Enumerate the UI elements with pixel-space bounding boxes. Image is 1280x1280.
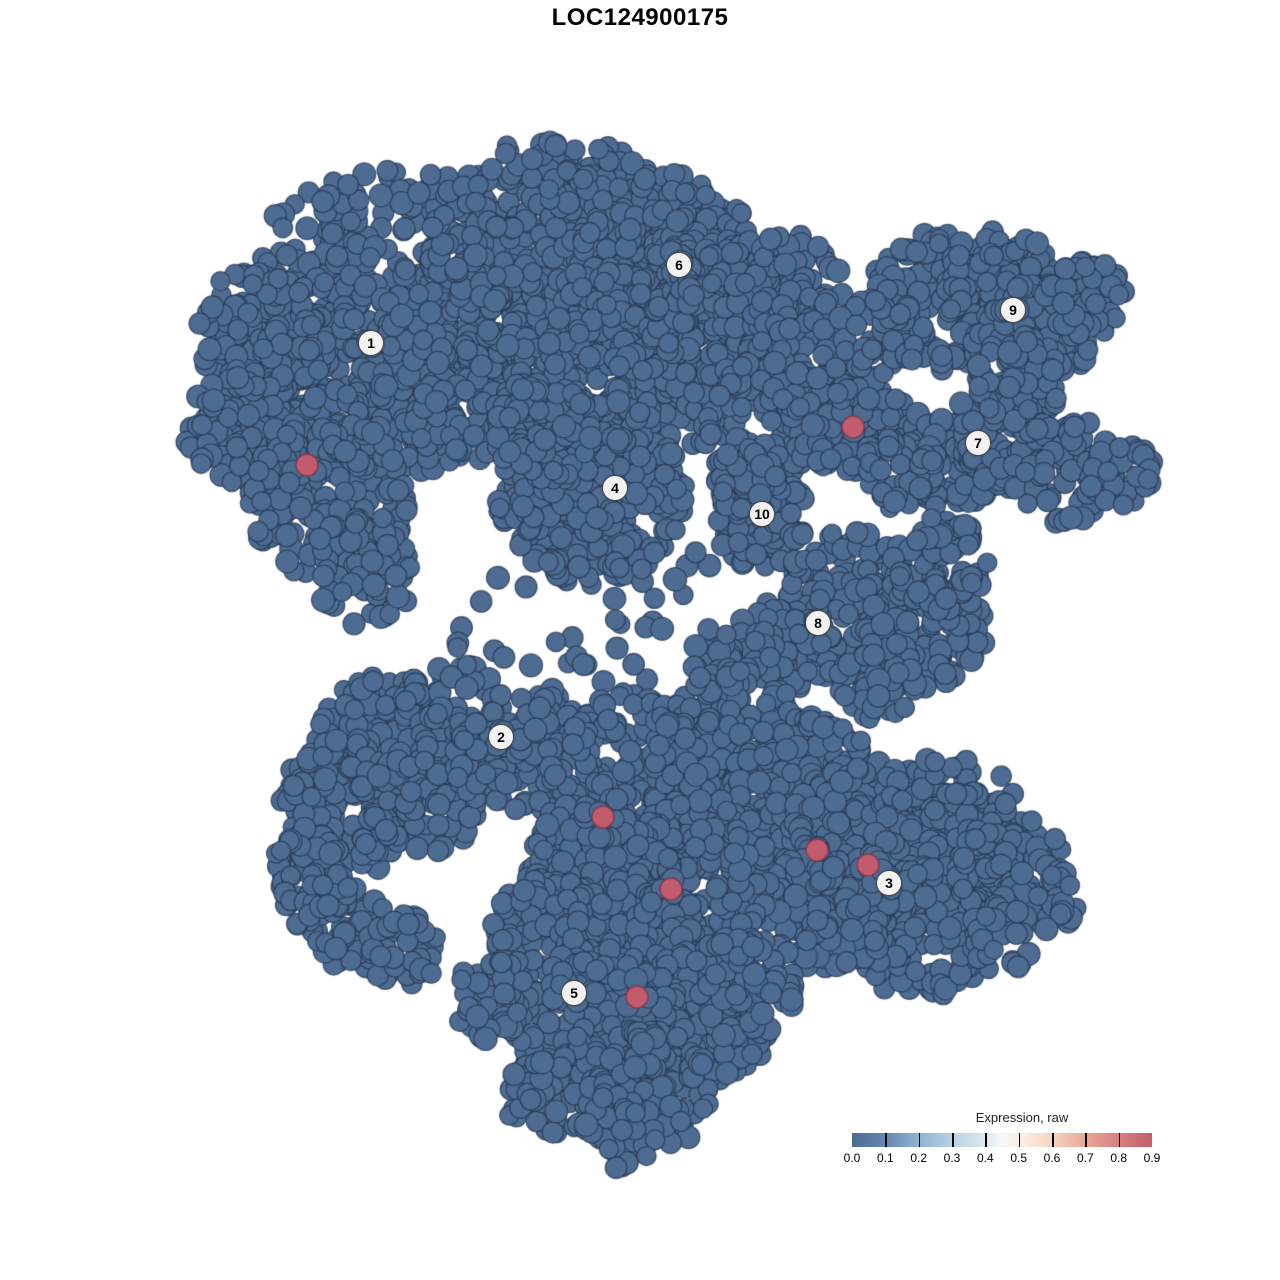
cluster-label-2[interactable]: 2 <box>488 724 514 750</box>
cluster-label-5[interactable]: 5 <box>561 980 587 1006</box>
colorbar-tick <box>918 1133 921 1147</box>
cluster-label-6[interactable]: 6 <box>666 252 692 278</box>
cluster-label-9[interactable]: 9 <box>1000 297 1026 323</box>
cluster-label-4[interactable]: 4 <box>602 475 628 501</box>
colorbar-tick <box>952 1133 954 1147</box>
cluster-label-10[interactable]: 10 <box>749 501 775 527</box>
cluster-label-7[interactable]: 7 <box>965 430 991 456</box>
cluster-label-8[interactable]: 8 <box>805 610 831 636</box>
colorbar-tick-label: 0.7 <box>1076 1151 1094 1165</box>
colorbar-tick <box>1118 1133 1121 1147</box>
colorbar-tick-label: 0.8 <box>1110 1151 1127 1165</box>
cluster-label-1[interactable]: 1 <box>358 330 384 356</box>
legend-colorbar <box>852 1133 1152 1147</box>
colorbar-tick-label: 0.1 <box>876 1151 894 1165</box>
legend-title: Expression, raw <box>975 1110 1069 1125</box>
colorbar-tick <box>1052 1133 1054 1147</box>
colorbar-tick-label: 0.0 <box>843 1151 861 1165</box>
colorbar-tick <box>985 1133 987 1147</box>
colorbar-tick <box>1085 1133 1087 1147</box>
cluster-label-3[interactable]: 3 <box>876 870 902 896</box>
chart-title: LOC124900175 <box>551 4 729 31</box>
colorbar-tick-label: 0.5 <box>1010 1151 1027 1165</box>
colorbar-tick <box>1018 1133 1021 1147</box>
colorbar-tick-label: 0.2 <box>910 1151 927 1165</box>
colorbar-tick-label: 0.9 <box>1143 1151 1161 1165</box>
colorbar-tick-label: 0.3 <box>943 1151 961 1165</box>
colorbar-tick <box>885 1133 887 1147</box>
colorbar-tick-label: 0.6 <box>1043 1151 1061 1165</box>
colorbar-tick-label: 0.4 <box>976 1151 994 1165</box>
